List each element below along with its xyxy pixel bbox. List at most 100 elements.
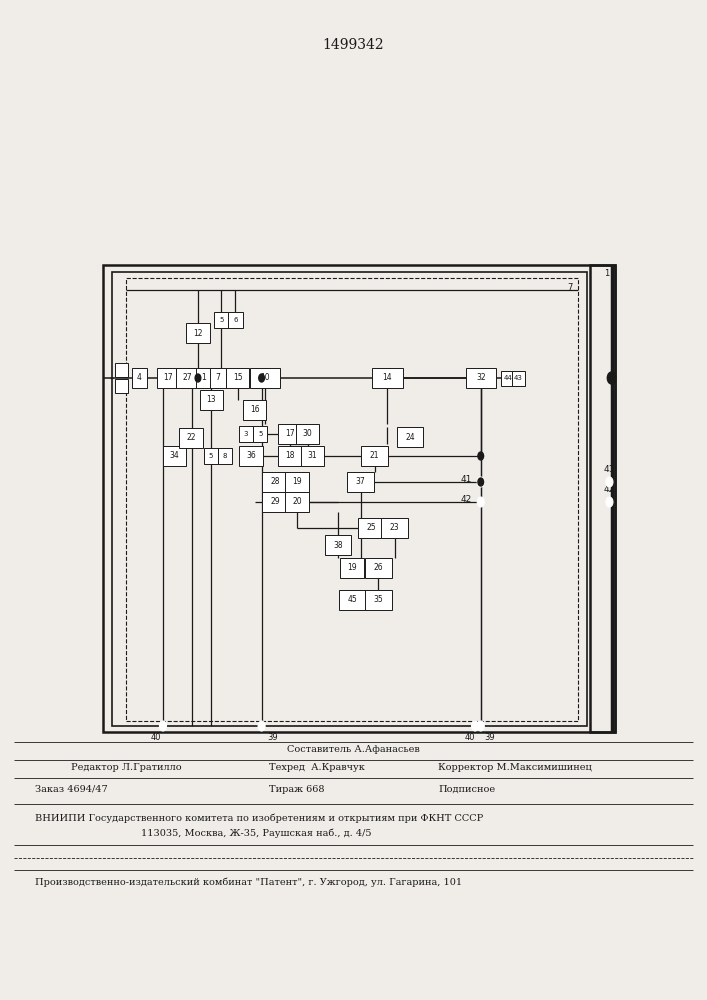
Bar: [397, 427, 423, 447]
Text: 14: 14: [382, 373, 392, 382]
Bar: [218, 448, 232, 464]
Text: 43: 43: [514, 375, 522, 381]
Bar: [176, 368, 199, 388]
Circle shape: [606, 477, 613, 487]
Text: 4: 4: [137, 373, 141, 382]
Bar: [590, 265, 615, 732]
Bar: [296, 424, 320, 444]
Bar: [126, 278, 578, 721]
Bar: [262, 472, 289, 492]
Text: 17: 17: [163, 373, 173, 382]
Text: 1: 1: [604, 269, 609, 278]
Bar: [381, 518, 408, 538]
Bar: [339, 590, 366, 610]
Text: 8: 8: [223, 453, 227, 459]
Text: 7: 7: [216, 373, 220, 382]
Bar: [365, 558, 392, 578]
Circle shape: [477, 721, 484, 731]
Text: 32: 32: [476, 373, 486, 382]
Text: 30: 30: [303, 430, 312, 438]
Text: 3: 3: [244, 431, 248, 437]
Circle shape: [477, 477, 484, 487]
Circle shape: [159, 721, 167, 731]
Text: 36: 36: [246, 452, 256, 460]
Bar: [279, 424, 302, 444]
Text: 27: 27: [182, 373, 192, 382]
Bar: [187, 323, 209, 343]
Text: 42: 42: [461, 495, 472, 504]
Text: 20: 20: [292, 497, 302, 506]
Text: 19: 19: [347, 564, 357, 572]
Text: Тираж 668: Тираж 668: [269, 784, 325, 794]
Text: 19: 19: [292, 478, 302, 487]
Bar: [228, 312, 243, 328]
Text: 5: 5: [209, 453, 213, 459]
Text: Составитель А.Афанасьев: Составитель А.Афанасьев: [287, 744, 420, 754]
Text: 1499342: 1499342: [322, 38, 385, 52]
Bar: [347, 472, 374, 492]
Bar: [361, 446, 388, 466]
Text: 25: 25: [366, 524, 376, 532]
Bar: [115, 363, 128, 377]
Text: 113035, Москва, Ж-35, Раушская наб., д. 4/5: 113035, Москва, Ж-35, Раушская наб., д. …: [141, 828, 372, 838]
Bar: [210, 368, 226, 388]
Text: Редактор Л.Гратилло: Редактор Л.Гратилло: [71, 764, 181, 772]
Text: 37: 37: [356, 478, 366, 487]
Text: 17: 17: [285, 430, 295, 438]
Text: 24: 24: [405, 432, 415, 442]
Text: 28: 28: [271, 478, 281, 487]
Text: 5: 5: [219, 317, 223, 323]
Bar: [250, 368, 280, 388]
Circle shape: [258, 721, 265, 731]
Bar: [301, 446, 325, 466]
Text: 35: 35: [373, 595, 383, 604]
Text: 26: 26: [373, 564, 383, 572]
Text: 29: 29: [271, 497, 281, 506]
Circle shape: [607, 372, 616, 384]
Circle shape: [195, 374, 201, 382]
Text: 10: 10: [260, 373, 270, 382]
Circle shape: [477, 497, 484, 507]
Text: 18: 18: [285, 452, 295, 460]
Text: 38: 38: [333, 540, 343, 550]
Text: 42: 42: [604, 486, 615, 494]
Text: 1: 1: [201, 373, 206, 382]
Bar: [512, 370, 525, 385]
Text: 5: 5: [258, 431, 262, 437]
Bar: [132, 368, 147, 388]
Bar: [115, 379, 128, 393]
Text: 15: 15: [233, 373, 243, 382]
Bar: [286, 472, 308, 492]
Text: 31: 31: [308, 452, 317, 460]
Text: Производственно-издательский комбинат "Патент", г. Ужгород, ул. Гагарина, 101: Производственно-издательский комбинат "П…: [35, 877, 462, 887]
Text: 40: 40: [151, 734, 161, 742]
Bar: [226, 368, 250, 388]
Text: Подписное: Подписное: [438, 784, 496, 794]
Text: 41: 41: [604, 466, 615, 475]
Bar: [103, 265, 615, 732]
Bar: [199, 390, 223, 410]
Text: Заказ 4694/47: Заказ 4694/47: [35, 784, 108, 794]
Text: 34: 34: [170, 452, 180, 460]
Text: 23: 23: [390, 524, 399, 532]
Bar: [262, 492, 289, 512]
Bar: [286, 492, 308, 512]
Text: 7: 7: [567, 283, 573, 292]
Bar: [239, 446, 262, 466]
Text: 16: 16: [250, 406, 259, 414]
Text: 6: 6: [233, 317, 238, 323]
Text: 22: 22: [186, 434, 196, 442]
Text: 41: 41: [461, 476, 472, 485]
Text: 44: 44: [503, 375, 512, 381]
Bar: [341, 558, 363, 578]
Circle shape: [259, 374, 264, 382]
Circle shape: [478, 478, 484, 486]
Text: 12: 12: [193, 328, 203, 338]
Bar: [214, 312, 229, 328]
Text: 39: 39: [267, 734, 278, 742]
Bar: [325, 535, 351, 555]
Circle shape: [472, 721, 479, 731]
Text: 40: 40: [465, 734, 475, 742]
Bar: [204, 448, 218, 464]
Bar: [365, 590, 392, 610]
